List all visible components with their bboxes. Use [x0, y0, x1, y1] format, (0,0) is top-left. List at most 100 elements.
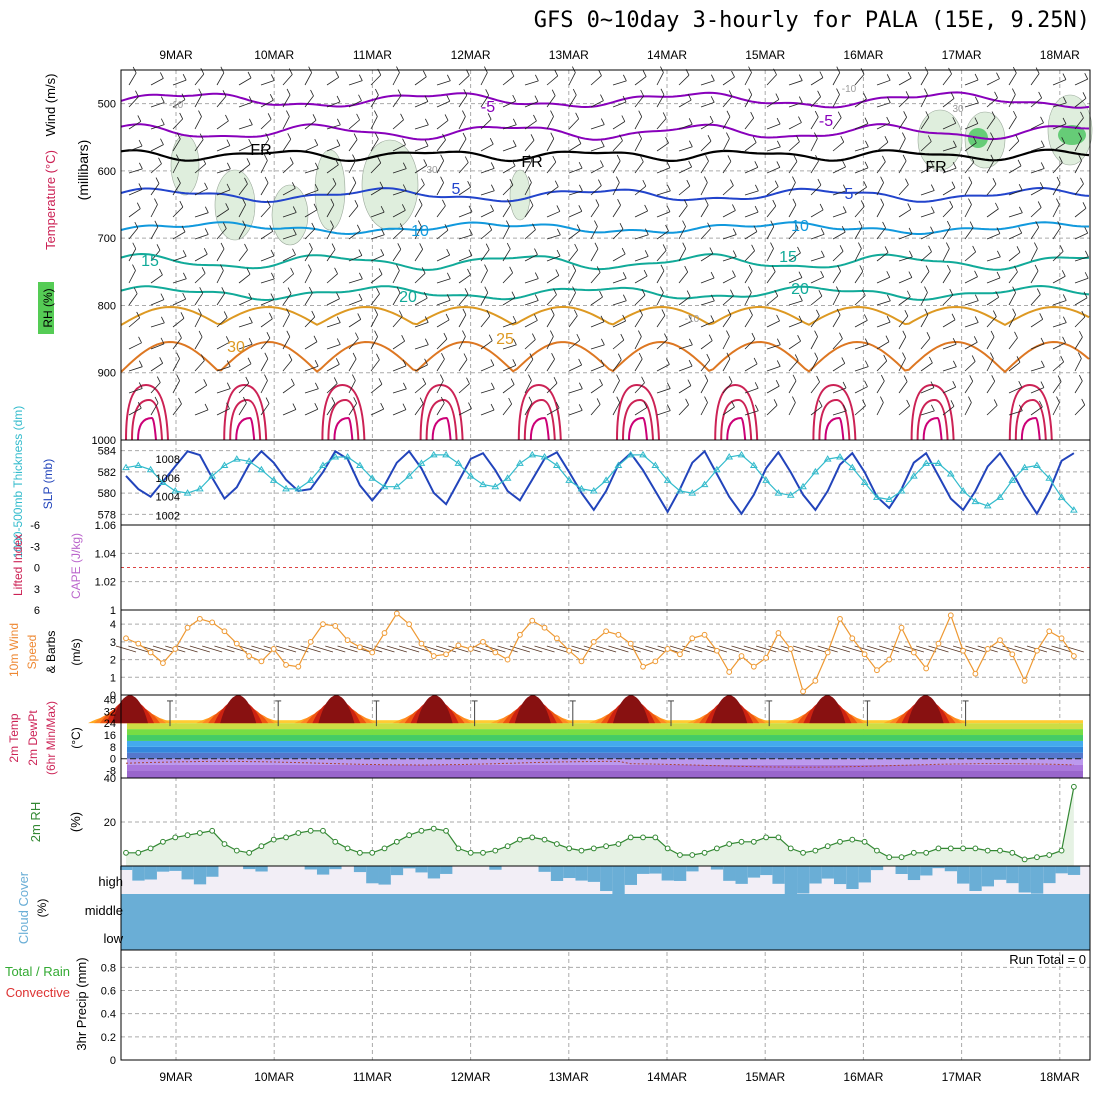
wind-barb-flag — [1082, 202, 1087, 209]
wind-barb-flag — [860, 200, 865, 207]
wind-barb — [194, 409, 209, 416]
wind10-point — [393, 610, 400, 617]
wind-barb-flag — [552, 155, 557, 163]
wind10-point — [763, 654, 770, 661]
wind-barb-flag — [419, 397, 424, 404]
wind-barb-flag — [792, 176, 796, 183]
wind-barb-flag — [710, 96, 715, 103]
wind-barb — [766, 226, 775, 240]
wind-barb — [678, 205, 688, 218]
wind-barb — [128, 407, 142, 416]
isotherm-arc — [419, 383, 464, 441]
cloud-high-bar — [981, 866, 994, 887]
wind-barb — [898, 358, 906, 372]
wind10-barb — [1051, 645, 1072, 653]
wind-barb-flag — [491, 382, 495, 390]
wind-barb — [502, 384, 515, 394]
wind-barb — [744, 231, 758, 240]
wind-barb-flag — [401, 335, 405, 342]
wind-barb-flag — [204, 228, 209, 235]
rh-point — [455, 845, 462, 852]
wind-barb-flag — [969, 221, 974, 228]
wind-barb-flag — [688, 160, 692, 168]
wind-barb-flag — [462, 308, 467, 315]
rh-tick: 20 — [104, 817, 116, 829]
wind-barb-flag — [508, 397, 513, 405]
wind-barb-flag — [286, 308, 290, 315]
wind-barb-flag — [331, 397, 336, 404]
contour-label: 5 — [452, 181, 461, 198]
wind-barb-flag — [572, 88, 577, 96]
wind-barb-flag — [270, 249, 275, 257]
wind-barb-flag — [133, 287, 138, 294]
wind-barb-flag — [290, 267, 294, 275]
wind-barb — [216, 208, 229, 218]
wind-barb-flag — [269, 312, 273, 320]
wind10-point — [517, 631, 523, 638]
rh-point — [886, 854, 893, 861]
thickness-point — [257, 465, 266, 473]
wind10-point — [960, 647, 966, 654]
rh-point — [972, 845, 979, 852]
wind-barb-flag — [947, 264, 951, 272]
wind-barb — [678, 404, 689, 416]
wind-barb — [634, 95, 644, 108]
wind-barb-flag — [973, 336, 978, 343]
wind-barb — [194, 314, 202, 328]
wind-barb-flag — [1078, 374, 1083, 382]
rh-point — [356, 849, 363, 856]
wind-barb — [194, 385, 207, 394]
wind-barb-flag — [644, 204, 649, 212]
wind-barb-flag — [616, 374, 620, 381]
rh-point — [677, 852, 683, 858]
wind-barb — [304, 144, 318, 152]
wind-barb-flag — [990, 132, 994, 139]
wind10-point — [923, 665, 930, 672]
wind-barb — [238, 382, 250, 394]
cloud-high-bar — [316, 866, 330, 875]
wind-barb-flag — [926, 332, 931, 339]
rh-point — [578, 847, 585, 854]
wind-barb — [964, 341, 978, 350]
wind10-barb — [632, 645, 654, 653]
wind-barb — [524, 229, 536, 240]
cloud-high-bar — [550, 866, 564, 881]
wind-barb — [568, 270, 577, 284]
wind-barb-flag — [379, 181, 384, 188]
wind-barb — [986, 78, 1000, 86]
wind-barb — [304, 341, 318, 350]
temp-tick: 32 — [104, 706, 116, 718]
wind10-point — [270, 646, 277, 652]
wind-barb-flag — [1056, 176, 1061, 184]
wind-barb — [260, 182, 269, 196]
rh-point — [492, 847, 499, 854]
wind10-barb — [362, 645, 383, 653]
temp-band — [127, 735, 1083, 741]
wind10-point — [320, 621, 326, 628]
wind-barb-flag — [513, 338, 517, 345]
thickness-line — [125, 454, 1075, 511]
thickness-point — [195, 484, 204, 492]
wind-barb-flag — [688, 140, 693, 147]
wind-barb-flag — [748, 88, 753, 95]
wind-barb-flag — [862, 399, 866, 406]
wind-barb — [898, 117, 907, 130]
wind-barb — [854, 186, 867, 196]
wind-barb — [546, 75, 558, 86]
wind-barb-flag — [990, 352, 994, 359]
wind-barb — [744, 270, 753, 284]
wind-barb-flag — [865, 140, 869, 148]
thickness-label: 1000-500mb Thickness (dm) — [11, 406, 25, 559]
wind10-barb — [719, 645, 740, 653]
date-label-bottom: 10MAR — [254, 1070, 294, 1084]
cape-label: CAPE (J/kg) — [69, 533, 83, 599]
wind-barb-flag — [709, 247, 714, 254]
wind-barb — [1052, 251, 1064, 262]
wind-barb-flag — [446, 95, 451, 102]
wind-barb — [480, 315, 491, 328]
rh-point — [295, 830, 302, 836]
wind10-point — [196, 615, 203, 622]
wind-barb-flag — [488, 223, 493, 231]
wind-barb — [568, 167, 583, 174]
wind-barb-flag — [864, 117, 869, 124]
